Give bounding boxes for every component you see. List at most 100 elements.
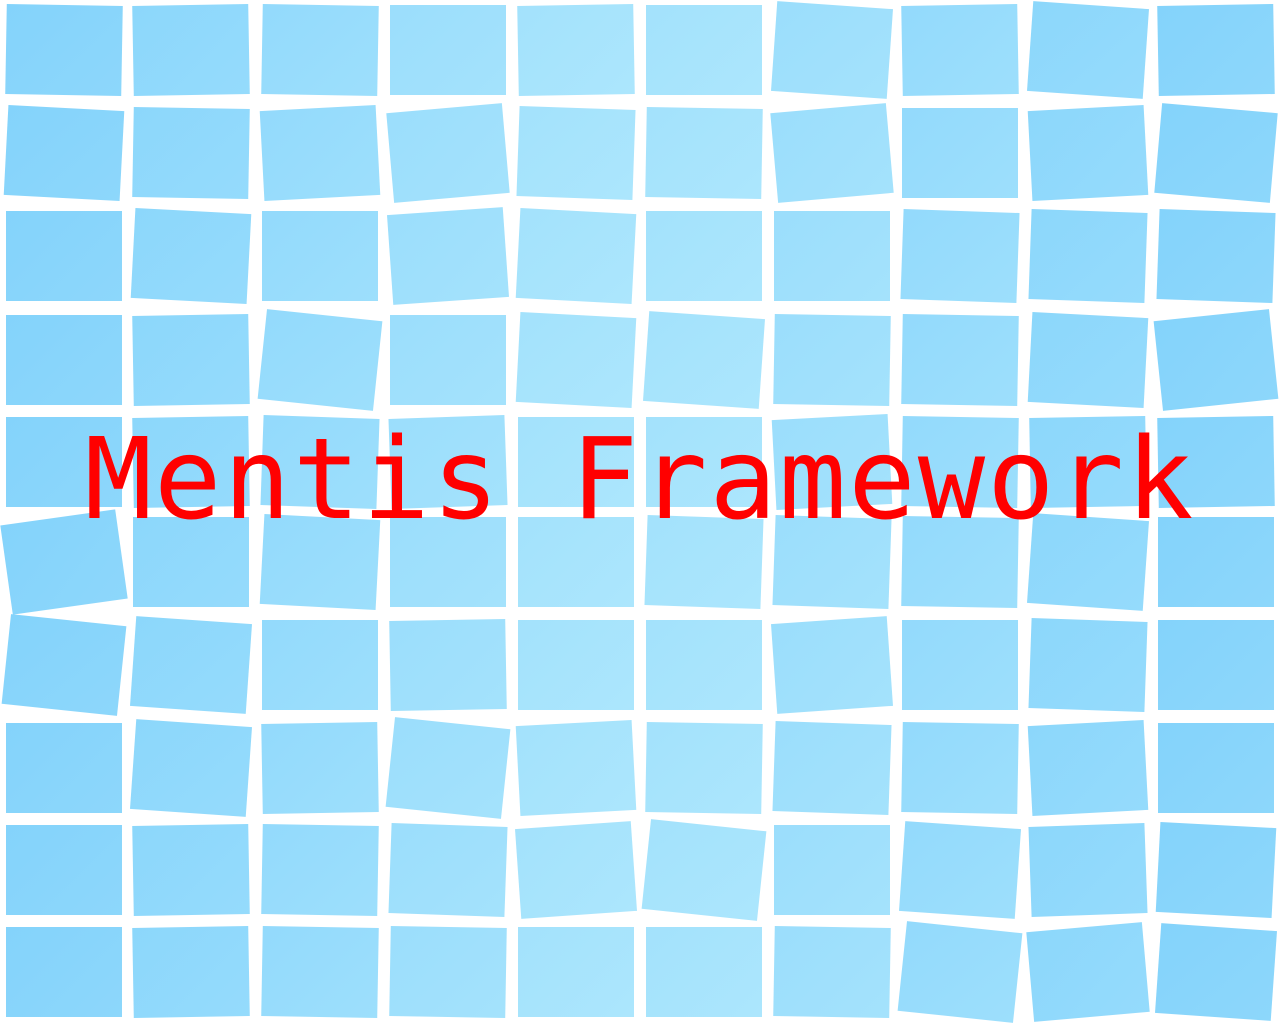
background-tile xyxy=(646,5,762,95)
background-tile xyxy=(262,620,378,710)
background-tile xyxy=(901,313,1019,407)
background-tile xyxy=(773,313,891,407)
background-tile xyxy=(771,1,893,99)
background-tile xyxy=(390,517,506,607)
background-tile xyxy=(646,417,762,507)
background-tile xyxy=(1027,720,1149,816)
background-tile xyxy=(518,620,634,710)
background-tile xyxy=(518,927,634,1017)
background-tile xyxy=(771,616,893,714)
background-tile xyxy=(646,211,762,301)
background-tile xyxy=(643,311,765,409)
background-tile xyxy=(132,823,250,917)
background-tile xyxy=(897,921,1023,1023)
background-tile xyxy=(774,211,890,301)
background-tile xyxy=(132,106,250,200)
background-tile xyxy=(1158,620,1274,710)
background-tile xyxy=(1027,312,1149,408)
background-tile xyxy=(261,823,379,917)
background-tile xyxy=(1158,517,1274,607)
background-tile xyxy=(1158,723,1274,813)
background-tile xyxy=(646,927,762,1017)
background-tile xyxy=(774,825,890,915)
background-tile xyxy=(1028,209,1148,303)
background-tile xyxy=(1155,822,1277,918)
background-tile xyxy=(6,927,122,1017)
background-tile xyxy=(641,819,767,921)
background-tile xyxy=(902,620,1018,710)
background-tile xyxy=(515,720,637,816)
background-tile xyxy=(1028,618,1148,712)
background-tile xyxy=(771,414,893,510)
background-tile xyxy=(772,515,892,609)
background-tile xyxy=(1026,922,1150,1022)
background-tile xyxy=(130,719,252,817)
background-tile xyxy=(773,925,891,1019)
background-tile xyxy=(517,3,635,97)
background-tile xyxy=(259,105,381,201)
background-tile xyxy=(516,106,636,200)
background-tile xyxy=(515,312,637,408)
background-tile xyxy=(261,925,379,1019)
background-tile xyxy=(6,825,122,915)
background-tile xyxy=(6,417,122,507)
background-tile xyxy=(900,209,1020,303)
background-tile xyxy=(770,103,894,203)
background-tile xyxy=(901,415,1019,509)
background-tile xyxy=(644,515,764,609)
background-tile xyxy=(0,509,128,615)
background-tile xyxy=(1157,3,1275,97)
background-tile xyxy=(646,620,762,710)
background-tile xyxy=(390,5,506,95)
background-tile xyxy=(3,105,125,201)
background-tile xyxy=(1029,415,1147,509)
background-tile xyxy=(6,211,122,301)
background-tile xyxy=(261,3,379,97)
background-tile xyxy=(132,313,250,407)
background-tile xyxy=(1154,103,1278,203)
background-tile xyxy=(389,618,507,712)
background-tile xyxy=(1,614,127,716)
background-tile xyxy=(388,823,508,917)
background-tile xyxy=(388,415,508,509)
background-tile xyxy=(260,415,380,509)
background-tile xyxy=(645,106,763,200)
background-tile xyxy=(772,721,892,815)
background-tile xyxy=(132,415,250,509)
background-tile xyxy=(133,517,249,607)
background-tile xyxy=(262,211,378,301)
background-tile xyxy=(132,3,250,97)
background-tile xyxy=(515,821,637,919)
background-tile xyxy=(6,315,122,405)
background-tile xyxy=(261,721,379,815)
background-tile xyxy=(645,721,763,815)
background-tile xyxy=(1156,209,1276,303)
background-tile xyxy=(386,103,510,203)
background-tile xyxy=(5,3,123,97)
background-tile xyxy=(390,315,506,405)
background-tile xyxy=(130,208,252,304)
background-tile xyxy=(901,3,1019,97)
background-tile xyxy=(1028,823,1148,917)
background-tile xyxy=(515,208,637,304)
background-tile xyxy=(518,417,634,507)
background-tile xyxy=(1027,1,1149,99)
background-tile xyxy=(259,514,381,610)
background-tile xyxy=(518,517,634,607)
background-tile xyxy=(6,723,122,813)
background-tile xyxy=(1027,105,1149,201)
background-tile xyxy=(385,717,511,819)
background-tile xyxy=(1153,309,1279,411)
background-tile xyxy=(1155,923,1277,1021)
background-tile xyxy=(257,309,383,411)
background-tile xyxy=(901,515,1019,609)
background-tile xyxy=(901,721,1019,815)
background-tile xyxy=(389,925,507,1019)
background-tile xyxy=(1027,513,1149,611)
background-tile xyxy=(902,108,1018,198)
background-tile xyxy=(130,616,252,714)
background-tile xyxy=(132,925,250,1019)
background-tile xyxy=(387,207,509,305)
